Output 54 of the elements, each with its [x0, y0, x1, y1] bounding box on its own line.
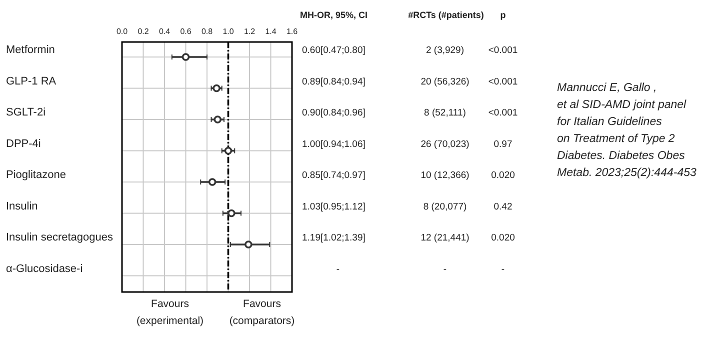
text: <0.001: [488, 108, 518, 118]
text: 0.020: [491, 170, 515, 181]
data-label: 1.19[1.02;1.39]: [302, 232, 366, 244]
x-tick-label: 0.4: [158, 27, 171, 36]
text: #RCTs (#patients): [408, 10, 484, 20]
x-tick-label: 1.0: [222, 27, 234, 36]
x-tick-label: 1.2: [244, 27, 256, 36]
text: p: [500, 10, 506, 20]
y-tick-label: Insulin: [6, 200, 38, 212]
text: Favours (comparators): [229, 298, 295, 327]
y-tick-label: Metformin: [6, 44, 55, 56]
y-tick-label: Insulin secretagogues: [6, 232, 114, 244]
text: <0.001: [488, 45, 518, 56]
text: -: [443, 264, 447, 275]
x-tick-label: 0.2: [138, 27, 150, 36]
x-tick-label: 0.8: [201, 27, 214, 36]
text: MH-OR, 95%, CI: [300, 10, 368, 20]
text: Mannucci E, Gallo , et al SID-AMD joint panel for Italian Guidelines on Treatment of Type 2 Diabetes. Diabetes Obes Metab. 2023;25(2):444-453: [557, 82, 697, 179]
text: -: [501, 264, 505, 275]
data-label: 0.60[0.47;0.80]: [302, 45, 366, 56]
x-tick-label: 1.4: [265, 27, 277, 36]
point: [228, 209, 236, 218]
point: [208, 178, 216, 186]
data-label: 0.89[0.84;0.94]: [302, 76, 366, 88]
text: 12 (21,441): [420, 232, 470, 244]
y-tick-label: DPP-4i: [6, 138, 41, 150]
y-tick-label: Pioglitazone: [6, 169, 66, 181]
point: [182, 53, 190, 61]
text: -: [336, 264, 340, 275]
data-label: 1.03[0.95;1.12]: [302, 201, 366, 212]
text: 0.42: [494, 201, 512, 212]
data-label: 0.85[0.74;0.97]: [302, 170, 366, 181]
point: [214, 116, 222, 124]
y-tick-label: α-Glucosidase-i: [6, 262, 83, 275]
text: 0.020: [491, 232, 515, 244]
text: 10 (12,366): [420, 170, 470, 181]
text: <0.001: [488, 76, 518, 88]
point: [224, 146, 232, 155]
text: 2 (3,929): [426, 45, 464, 56]
point: [212, 84, 220, 92]
text: 8 (52,111): [424, 108, 466, 118]
text: 8 (20,077): [423, 201, 467, 212]
y-tick-label: GLP-1 RA: [6, 75, 57, 88]
x-tick-label: 0.6: [180, 27, 192, 36]
x-tick-label: 1.6: [286, 27, 298, 36]
text: 26 (70,023): [420, 138, 470, 150]
data-label: 0.90[0.84;0.96]: [302, 108, 366, 118]
text: Favours (experimental): [136, 298, 204, 327]
point: [244, 240, 252, 248]
text: 0.97: [494, 138, 512, 150]
text: 20 (56,326): [420, 76, 470, 88]
y-tick-label: SGLT-2i: [6, 106, 46, 118]
x-tick-label: 0.0: [116, 27, 128, 36]
data-label: 1.00[0.94;1.06]: [302, 138, 366, 150]
